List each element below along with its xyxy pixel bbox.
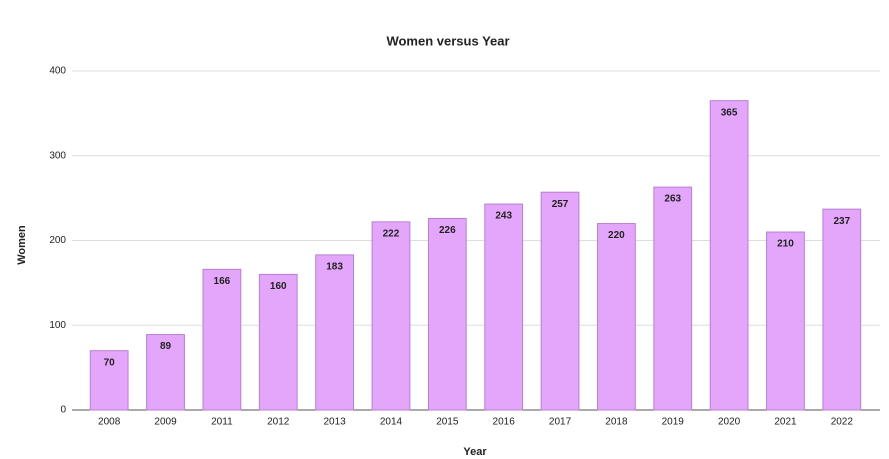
x-tick-label: 2021 [774,417,797,428]
x-tick-label: 2009 [154,417,177,428]
bar [427,217,467,411]
y-tick-label: 100 [49,320,66,331]
x-tick-label: 2022 [831,417,854,428]
bar [822,208,862,411]
data-label: 226 [439,225,456,236]
bar [709,100,749,411]
y-tick-label: 200 [49,235,66,246]
bar [653,186,693,411]
x-tick-label: 2015 [436,417,459,428]
bar [484,203,524,411]
data-label: 210 [777,239,794,250]
x-tick-label: 2014 [380,417,403,428]
bar [202,268,242,411]
data-label: 237 [833,216,850,227]
bar [371,221,411,411]
y-tick-label: 0 [60,405,66,416]
x-axis-label: Year [463,446,487,458]
data-label: 89 [160,341,172,352]
y-axis-label: Women [16,225,28,265]
x-tick-label: 2011 [211,417,233,428]
data-label: 263 [664,194,681,205]
x-tick-label: 2013 [323,417,346,428]
x-tick-label: 2016 [493,417,516,428]
bar [540,191,580,411]
data-label: 220 [608,230,625,241]
data-label: 365 [721,107,738,118]
bar [766,231,805,411]
bar [597,223,636,411]
x-tick-label: 2012 [267,417,290,428]
y-tick-label: 400 [49,66,66,77]
bar [146,334,185,411]
y-tick-label: 300 [49,150,66,161]
x-tick-label: 2018 [605,417,628,428]
data-label: 166 [214,276,231,287]
x-tick-label: 2017 [549,417,572,428]
x-tick-label: 2019 [662,417,685,428]
data-label: 160 [270,281,287,292]
data-label: 183 [326,262,343,273]
x-tick-label: 2020 [718,417,741,428]
bar [258,273,298,411]
bar [315,254,354,411]
x-tick-label: 2008 [98,417,121,428]
data-label: 222 [383,228,400,239]
chart-title: Women versus Year [386,33,509,48]
data-label: 70 [104,357,116,368]
data-label: 243 [495,211,512,222]
bar [89,350,129,411]
data-label: 257 [552,199,569,210]
